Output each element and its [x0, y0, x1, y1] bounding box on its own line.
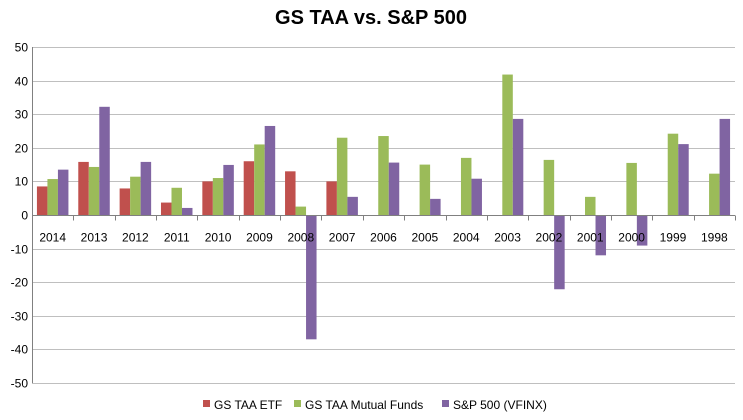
y-tick-label: -50 — [11, 377, 29, 391]
bar-s-p-500-vfinx-2008 — [306, 215, 317, 340]
y-tick-label: -20 — [11, 276, 29, 290]
bar-gs-taa-mutual-funds-2006 — [378, 136, 389, 215]
bar-s-p-500-vfinx-2001 — [595, 215, 607, 256]
bar-gs-taa-mutual-funds-2003 — [502, 74, 513, 215]
bar-gs-taa-mutual-funds-2012 — [130, 176, 141, 215]
legend-swatch — [442, 400, 449, 407]
bar-gs-taa-etf-2007 — [326, 181, 337, 215]
bar-gs-taa-mutual-funds-2013 — [88, 166, 100, 215]
bar-gs-taa-mutual-funds-2011 — [171, 187, 182, 215]
bar-gs-taa-mutual-funds-1999 — [667, 133, 679, 215]
x-tick-label: 2011 — [164, 231, 190, 245]
bar-s-p-500-vfinx-2006 — [388, 162, 400, 215]
bar-gs-taa-mutual-funds-2010 — [212, 178, 224, 215]
chart-title: GS TAA vs. S&P 500 — [275, 7, 467, 29]
bar-gs-taa-mutual-funds-2007 — [336, 137, 348, 215]
bar-gs-taa-etf-2009 — [243, 161, 255, 215]
bar-gs-taa-etf-2008 — [285, 171, 296, 215]
bar-s-p-500-vfinx-2000 — [636, 215, 648, 246]
bar-gs-taa-mutual-funds-1998 — [709, 173, 720, 215]
bar-s-p-500-vfinx-2003 — [512, 118, 524, 215]
bar-gs-taa-etf-2011 — [160, 202, 172, 215]
bar-gs-taa-mutual-funds-2014 — [47, 179, 58, 215]
bar-s-p-500-vfinx-2002 — [554, 215, 565, 290]
x-tick-label: 2012 — [122, 231, 149, 245]
x-tick-label: 2010 — [205, 231, 232, 245]
x-tick-label: 2002 — [536, 231, 563, 245]
bar-gs-taa-mutual-funds-2008 — [295, 206, 307, 215]
bar-s-p-500-vfinx-2005 — [430, 198, 441, 215]
bar-gs-taa-etf-2012 — [119, 188, 131, 215]
y-tick-label: -40 — [11, 343, 29, 357]
y-tick-label: 20 — [15, 142, 29, 156]
legend-item: GS TAA Mutual Funds — [294, 398, 423, 412]
bar-s-p-500-vfinx-1999 — [678, 144, 689, 215]
legend-swatch — [203, 400, 210, 407]
bar-gs-taa-mutual-funds-2005 — [419, 164, 431, 215]
bar-s-p-500-vfinx-2011 — [181, 207, 193, 215]
bar-s-p-500-vfinx-2007 — [347, 196, 358, 215]
y-tick-label: 50 — [15, 41, 29, 55]
bar-gs-taa-mutual-funds-2009 — [254, 144, 265, 215]
legend: GS TAA ETF GS TAA Mutual Funds S&P 500 (VF… — [203, 398, 547, 412]
bar-s-p-500-vfinx-2013 — [99, 106, 110, 215]
x-tick-label: 2003 — [494, 231, 521, 245]
legend-item: S&P 500 (VFINX) — [442, 398, 547, 412]
bars — [36, 74, 731, 340]
x-tick-label: 2000 — [618, 231, 645, 245]
y-tick-label: 0 — [21, 209, 28, 223]
legend-swatch — [294, 400, 301, 407]
x-tick-label: 2004 — [453, 231, 480, 245]
axes: -50 -40 -30 -20 -10 0 10 20 30 40 50 2014 2013 2012 20… — [11, 41, 736, 391]
x-tick-label: 2006 — [370, 231, 397, 245]
y-tick-label: -10 — [11, 243, 29, 257]
bar-s-p-500-vfinx-2010 — [223, 164, 234, 215]
x-tick-label: 2009 — [246, 231, 273, 245]
y-tick-label: 10 — [15, 175, 29, 189]
x-tick-label: 2013 — [81, 231, 108, 245]
bar-s-p-500-vfinx-2014 — [57, 169, 69, 215]
bar-gs-taa-etf-2014 — [36, 186, 48, 215]
bar-gs-taa-etf-2013 — [78, 161, 89, 215]
bar-gs-taa-mutual-funds-2001 — [585, 196, 596, 215]
x-tick-label: 1998 — [701, 231, 728, 245]
legend-label: GS TAA ETF — [214, 398, 282, 412]
x-tick-label: 1999 — [660, 231, 687, 245]
x-tick-label: 2007 — [329, 231, 356, 245]
bar-s-p-500-vfinx-2012 — [140, 161, 152, 215]
y-tick-label: -30 — [11, 310, 29, 324]
x-tick-label: 2005 — [412, 231, 439, 245]
bar-gs-taa-mutual-funds-2002 — [543, 159, 555, 215]
y-tick-label: 30 — [15, 108, 29, 122]
x-tick-label: 2008 — [287, 231, 314, 245]
bar-gs-taa-mutual-funds-2004 — [460, 157, 472, 215]
legend-item: GS TAA ETF — [203, 398, 282, 412]
bar-s-p-500-vfinx-2004 — [471, 178, 482, 215]
legend-label: S&P 500 (VFINX) — [453, 398, 547, 412]
bar-gs-taa-mutual-funds-2000 — [626, 162, 637, 215]
x-tick-label: 2014 — [39, 231, 66, 245]
bar-gs-taa-etf-2010 — [202, 181, 213, 215]
bar-s-p-500-vfinx-2009 — [264, 125, 276, 215]
bar-s-p-500-vfinx-1998 — [719, 118, 731, 215]
y-tick-label: 40 — [15, 75, 29, 89]
x-tick-label: 2001 — [577, 231, 604, 245]
legend-label: GS TAA Mutual Funds — [305, 398, 423, 412]
